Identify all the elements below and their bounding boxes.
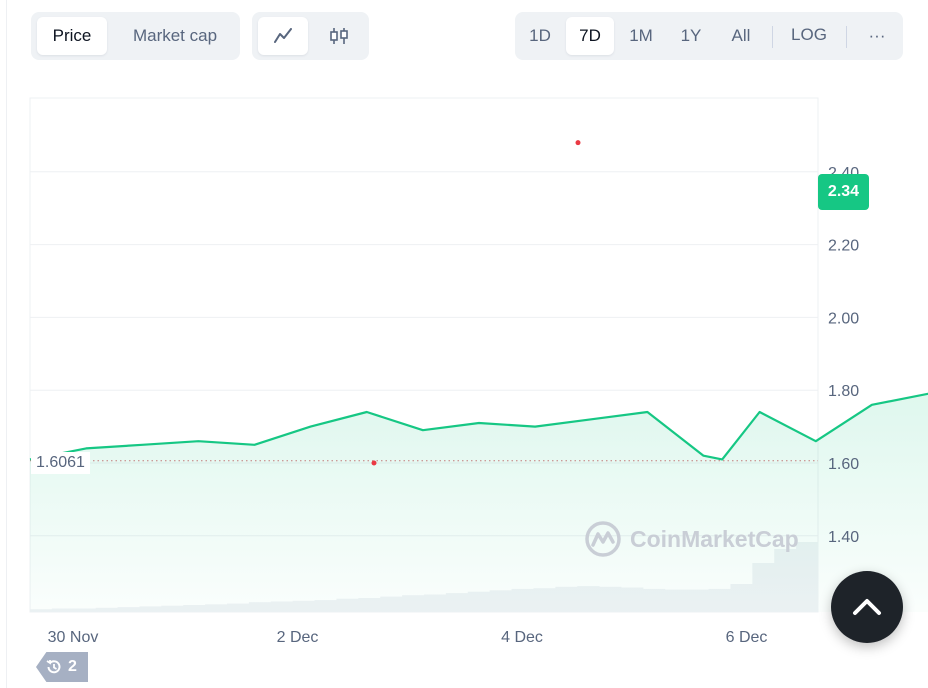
range-selector: 1D 7D 1M 1Y All LOG ··· — [515, 12, 903, 60]
history-count: 2 — [68, 658, 77, 675]
x-tick-label: 2 Dec — [277, 629, 319, 646]
scroll-to-top-button[interactable] — [831, 571, 903, 643]
more-options-button[interactable]: ··· — [868, 26, 886, 45]
coinmarketcap-logo-icon — [585, 521, 621, 557]
candlestick-icon — [330, 28, 348, 44]
current-price-badge: 2.34 — [818, 174, 869, 210]
range-divider — [772, 26, 773, 48]
reference-price-label: 1.6061 — [31, 452, 90, 474]
y-tick-label: 2.20 — [828, 238, 859, 255]
left-edge-rule — [6, 0, 7, 688]
y-tick-label: 1.40 — [828, 529, 859, 546]
range-1m[interactable]: 1M — [629, 26, 653, 45]
chart-style-toggle — [252, 12, 369, 60]
x-axis-labels: 30 Nov 2 Dec 4 Dec 6 Dec — [48, 629, 768, 646]
x-tick-label: 30 Nov — [48, 629, 99, 646]
y-tick-label: 1.80 — [828, 383, 859, 400]
high-marker — [575, 140, 581, 146]
range-1y[interactable]: 1Y — [680, 26, 702, 45]
x-tick-label: 4 Dec — [501, 629, 543, 646]
tab-price[interactable]: Price — [37, 17, 107, 55]
tab-market-cap[interactable]: Market cap — [132, 26, 218, 45]
log-divider — [846, 26, 847, 48]
price-area — [30, 393, 928, 612]
price-line — [29, 392, 928, 461]
grid-lines — [29, 97, 819, 613]
metric-toggle: Price Market cap — [31, 12, 240, 60]
x-tick-label: 6 Dec — [726, 629, 768, 646]
line-chart-button[interactable] — [258, 17, 308, 55]
range-1d[interactable]: 1D — [529, 26, 551, 45]
range-all[interactable]: All — [731, 26, 751, 45]
log-scale-button[interactable]: LOG — [791, 25, 827, 44]
y-tick-label: 1.60 — [828, 456, 859, 473]
range-7d[interactable]: 7D — [566, 17, 614, 55]
watermark-text: CoinMarketCap — [630, 526, 799, 552]
coinmarketcap-watermark: CoinMarketCap — [584, 520, 799, 560]
y-tick-label: 2.00 — [828, 310, 859, 327]
line-chart-icon — [274, 28, 292, 43]
history-badge[interactable]: 2 — [36, 652, 88, 682]
extreme-markers — [371, 140, 581, 466]
low-marker — [371, 460, 377, 466]
candlestick-button[interactable] — [314, 17, 364, 55]
chevron-up-icon — [853, 599, 881, 615]
history-clock-icon — [46, 660, 61, 674]
